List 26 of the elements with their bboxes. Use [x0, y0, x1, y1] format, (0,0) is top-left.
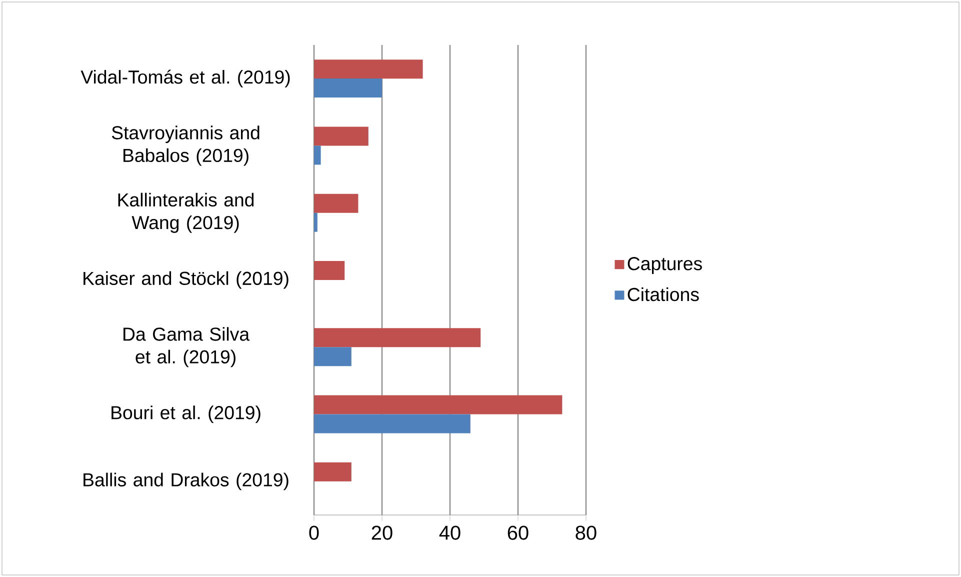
- x-tick-label: 40: [439, 526, 460, 540]
- y-tick-label: Da Gama Silva et al. (2019): [124, 327, 250, 368]
- x-tick-label: 20: [372, 526, 392, 540]
- bar: [314, 395, 562, 414]
- bar: [314, 414, 470, 434]
- legend-label: Captures: [628, 257, 702, 274]
- bar: [314, 78, 382, 98]
- bar: [314, 146, 321, 165]
- x-tick-label: 60: [508, 526, 528, 540]
- y-tick-label: Ballis and Drakos (2019): [84, 472, 288, 490]
- y-tick-label: Kallinterakis and Wang (2019): [118, 192, 254, 233]
- bar: [314, 462, 352, 482]
- bar: [314, 328, 481, 348]
- bar: [314, 194, 358, 213]
- bar: [314, 212, 318, 232]
- x-tick-label: 0: [309, 526, 319, 540]
- y-tick-label: Stavroyiannis and Babalos (2019): [112, 126, 260, 166]
- y-tick-label: Kaiser and Stöckl (2019): [84, 271, 288, 289]
- bar: [314, 261, 345, 280]
- x-tick-label: 80: [576, 526, 596, 540]
- legend-label: Citations: [628, 287, 699, 302]
- bar: [314, 347, 352, 366]
- bar: [314, 60, 423, 79]
- y-tick-label: Bouri et al. (2019): [112, 406, 260, 423]
- bar: [314, 126, 368, 146]
- y-tick-label: Vidal-Tomás et al. (2019): [80, 70, 290, 88]
